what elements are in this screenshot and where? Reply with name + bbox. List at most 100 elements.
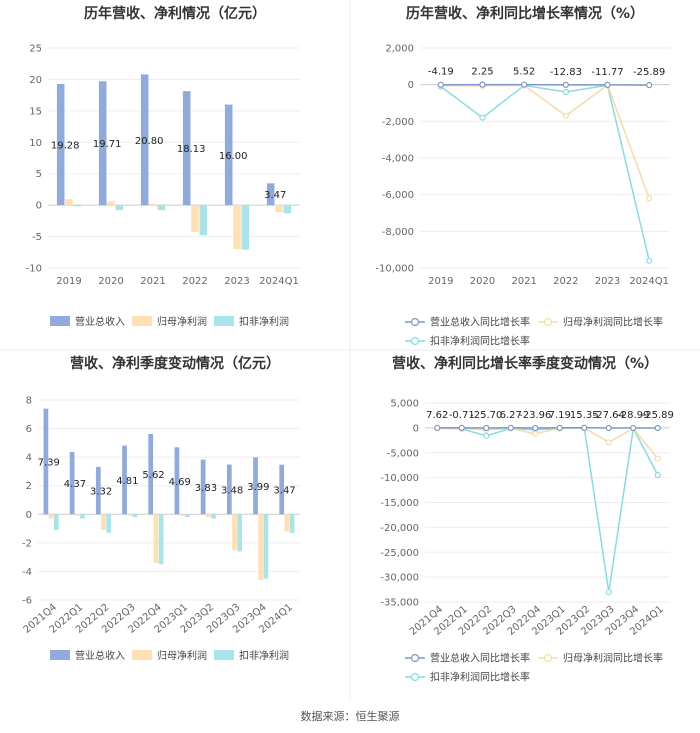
data-label: 16.00 bbox=[219, 151, 248, 162]
x-tick-label: 2022 bbox=[553, 276, 578, 287]
legend-swatch-marker bbox=[410, 317, 420, 327]
y-tick-label: -20,000 bbox=[380, 523, 419, 534]
x-tick-label: 2019 bbox=[428, 276, 453, 287]
legend-label: 营业总收入 bbox=[75, 649, 125, 662]
y-tick-label: 0 bbox=[408, 80, 414, 91]
y-tick-label: -6,000 bbox=[382, 190, 414, 201]
y-tick-label: -15,000 bbox=[380, 498, 419, 509]
data-point bbox=[458, 424, 465, 431]
y-tick-label: 20 bbox=[29, 75, 42, 86]
y-tick-label: 15 bbox=[29, 106, 42, 117]
legend-label: 归母净利润 bbox=[157, 649, 207, 662]
y-tick-label: -10,000 bbox=[375, 264, 414, 275]
data-point bbox=[654, 472, 661, 479]
bar bbox=[253, 457, 258, 515]
bar bbox=[107, 201, 115, 206]
legend-swatch-marker bbox=[543, 653, 553, 663]
bar bbox=[174, 447, 180, 515]
x-tick-label: 2022 bbox=[182, 276, 207, 287]
data-label: 4.37 bbox=[64, 479, 86, 490]
bar bbox=[53, 514, 59, 530]
chart-title: 历年营收、净利同比增长率情况（%） bbox=[406, 5, 644, 22]
data-label: -28.99 bbox=[617, 410, 649, 421]
data-label: 4.69 bbox=[169, 477, 191, 488]
legend-label: 归母净利润 bbox=[157, 315, 207, 328]
data-point bbox=[556, 424, 563, 431]
bar bbox=[127, 514, 133, 516]
bar bbox=[148, 434, 154, 515]
legend-label: 营业总收入 bbox=[75, 315, 125, 328]
bar bbox=[233, 205, 241, 250]
data-label: 7.39 bbox=[38, 458, 60, 469]
data-point bbox=[479, 81, 486, 88]
data-label: 6.27 bbox=[500, 410, 522, 421]
x-tick-label: 2023 bbox=[595, 276, 620, 287]
bar bbox=[275, 205, 283, 213]
data-label: 3.47 bbox=[273, 486, 295, 497]
data-source: 数据来源：恒生聚源 bbox=[301, 709, 400, 723]
bar bbox=[43, 408, 49, 515]
y-tick-label: 5 bbox=[36, 169, 42, 180]
series-line bbox=[440, 84, 650, 261]
y-tick-label: -10 bbox=[26, 264, 42, 275]
legend-swatch-marker bbox=[410, 653, 420, 663]
bar bbox=[205, 514, 211, 518]
data-point bbox=[434, 424, 441, 431]
bar bbox=[98, 81, 107, 206]
series-line bbox=[437, 427, 659, 460]
legend-label: 归母净利润同比增长率 bbox=[563, 316, 663, 329]
x-tick-label: 2020 bbox=[98, 276, 123, 287]
chart-title: 营收、净利季度变动情况（亿元） bbox=[70, 355, 280, 372]
bar bbox=[237, 514, 243, 552]
chart-annual-growth-rate: 历年营收、净利同比增长率情况（%） 2,000 0 -2,000 -4,000 -6,00… bbox=[375, 5, 670, 348]
data-point bbox=[581, 424, 588, 431]
data-label: 5.52 bbox=[513, 67, 535, 78]
data-point bbox=[437, 81, 444, 88]
bar bbox=[226, 464, 232, 515]
y-tick-label: -5 bbox=[32, 232, 42, 243]
y-tick-label: 0 bbox=[413, 423, 419, 434]
data-point bbox=[562, 81, 569, 89]
y-tick-label: 0 bbox=[36, 201, 42, 212]
y-tick-label: 2,000 bbox=[385, 44, 414, 55]
data-label: 7.62 bbox=[426, 410, 448, 421]
bar bbox=[258, 514, 264, 580]
legend-swatch bbox=[214, 316, 234, 326]
x-tick-label: 2019 bbox=[56, 276, 81, 287]
bar bbox=[149, 203, 157, 206]
data-label: 3.48 bbox=[221, 485, 243, 496]
bar bbox=[232, 514, 237, 550]
x-tick-label: 2021 bbox=[511, 276, 536, 287]
data-point bbox=[605, 439, 612, 446]
bar bbox=[122, 445, 127, 515]
data-label: 19.71 bbox=[93, 139, 122, 150]
series-line bbox=[440, 83, 650, 86]
bar bbox=[279, 464, 285, 515]
data-point bbox=[507, 424, 514, 431]
y-tick-label: -35,000 bbox=[380, 598, 419, 609]
data-label: 2.25 bbox=[471, 67, 493, 78]
data-label: 20.80 bbox=[135, 136, 164, 147]
bar bbox=[191, 205, 199, 233]
bar bbox=[266, 183, 275, 206]
data-label: -27.64 bbox=[593, 410, 625, 421]
y-tick-label: -25,000 bbox=[380, 548, 419, 559]
data-label: 3.99 bbox=[247, 482, 269, 493]
y-tick-label: -2 bbox=[22, 538, 32, 549]
data-point bbox=[630, 424, 637, 432]
bar bbox=[179, 514, 185, 516]
data-label: 19.28 bbox=[51, 141, 80, 152]
data-point bbox=[479, 114, 486, 121]
legend-swatch-marker bbox=[410, 672, 420, 682]
legend-swatch bbox=[214, 650, 234, 660]
data-point bbox=[605, 588, 612, 596]
y-tick-label: -4 bbox=[22, 567, 32, 578]
legend-swatch bbox=[50, 316, 70, 326]
legend-label: 归母净利润同比增长率 bbox=[563, 652, 663, 665]
bar bbox=[132, 514, 138, 518]
legend-swatch bbox=[132, 650, 152, 660]
data-label: -23.96 bbox=[519, 410, 551, 421]
y-tick-label: -2,000 bbox=[382, 117, 414, 128]
data-label: 3.47 bbox=[264, 190, 286, 201]
